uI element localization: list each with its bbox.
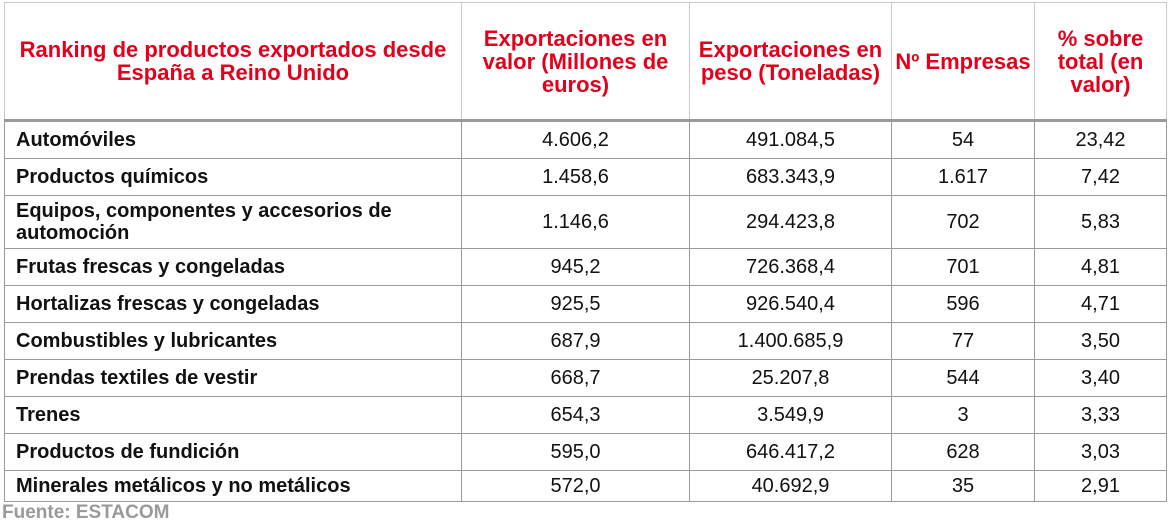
company-count: 1.617 xyxy=(891,158,1035,196)
export-value: 1.146,6 xyxy=(461,195,690,249)
company-count: 702 xyxy=(891,195,1035,249)
source-note: Fuente: ESTACOM xyxy=(2,502,170,523)
product-name: Productos de fundición xyxy=(4,433,462,471)
export-weight: 491.084,5 xyxy=(689,120,892,159)
company-count: 77 xyxy=(891,322,1035,360)
table-row: Equipos, componentes y accesorios de aut… xyxy=(4,195,1167,249)
export-weight: 726.368,4 xyxy=(689,248,892,286)
header-value: Exportaciones en valor (Millones de euro… xyxy=(461,2,690,121)
share-percent: 3,33 xyxy=(1034,396,1167,434)
table-row: Trenes 654,3 3.549,9 3 3,33 xyxy=(4,396,1167,434)
export-weight: 40.692,9 xyxy=(689,470,892,502)
share-percent: 3,40 xyxy=(1034,359,1167,397)
share-percent: 3,03 xyxy=(1034,433,1167,471)
table-row: Productos químicos 1.458,6 683.343,9 1.6… xyxy=(4,158,1167,196)
export-value: 4.606,2 xyxy=(461,120,690,159)
share-percent: 4,81 xyxy=(1034,248,1167,286)
company-count: 544 xyxy=(891,359,1035,397)
export-weight: 926.540,4 xyxy=(689,285,892,323)
export-value: 668,7 xyxy=(461,359,690,397)
company-count: 628 xyxy=(891,433,1035,471)
export-value: 572,0 xyxy=(461,470,690,502)
table-row: Minerales metálicos y no metálicos 572,0… xyxy=(4,470,1167,502)
product-name: Frutas frescas y congeladas xyxy=(4,248,462,286)
share-percent: 7,42 xyxy=(1034,158,1167,196)
table-row: Frutas frescas y congeladas 945,2 726.36… xyxy=(4,248,1167,286)
share-percent: 4,71 xyxy=(1034,285,1167,323)
share-percent: 23,42 xyxy=(1034,120,1167,159)
product-name: Combustibles y lubricantes xyxy=(4,322,462,360)
table-row: Hortalizas frescas y congeladas 925,5 92… xyxy=(4,285,1167,323)
export-weight: 294.423,8 xyxy=(689,195,892,249)
share-percent: 2,91 xyxy=(1034,470,1167,502)
company-count: 3 xyxy=(891,396,1035,434)
export-value: 687,9 xyxy=(461,322,690,360)
table-row: Productos de fundición 595,0 646.417,2 6… xyxy=(4,433,1167,471)
header-companies: Nº Empresas xyxy=(891,2,1035,121)
export-value: 595,0 xyxy=(461,433,690,471)
export-value: 654,3 xyxy=(461,396,690,434)
export-weight: 25.207,8 xyxy=(689,359,892,397)
export-weight: 1.400.685,9 xyxy=(689,322,892,360)
product-name: Productos químicos xyxy=(4,158,462,196)
product-name: Equipos, componentes y accesorios de aut… xyxy=(4,195,462,249)
product-name: Trenes xyxy=(4,396,462,434)
company-count: 54 xyxy=(891,120,1035,159)
export-ranking-table: Ranking de productos exportados desde Es… xyxy=(4,2,1167,502)
product-name: Prendas textiles de vestir xyxy=(4,359,462,397)
share-percent: 5,83 xyxy=(1034,195,1167,249)
export-value: 1.458,6 xyxy=(461,158,690,196)
export-ranking-table-wrapper: Ranking de productos exportados desde Es… xyxy=(4,2,1167,502)
header-percent: % sobre total (en valor) xyxy=(1034,2,1167,121)
header-weight: Exportaciones en peso (Toneladas) xyxy=(689,2,892,121)
company-count: 35 xyxy=(891,470,1035,502)
export-weight: 3.549,9 xyxy=(689,396,892,434)
export-weight: 683.343,9 xyxy=(689,158,892,196)
export-weight: 646.417,2 xyxy=(689,433,892,471)
table-row: Combustibles y lubricantes 687,9 1.400.6… xyxy=(4,322,1167,360)
table-row: Automóviles 4.606,2 491.084,5 54 23,42 xyxy=(4,120,1167,159)
table-header-row: Ranking de productos exportados desde Es… xyxy=(4,2,1167,121)
product-name: Minerales metálicos y no metálicos xyxy=(4,470,462,502)
product-name: Automóviles xyxy=(4,120,462,159)
table-row: Prendas textiles de vestir 668,7 25.207,… xyxy=(4,359,1167,397)
export-value: 925,5 xyxy=(461,285,690,323)
share-percent: 3,50 xyxy=(1034,322,1167,360)
product-name: Hortalizas frescas y congeladas xyxy=(4,285,462,323)
header-ranking: Ranking de productos exportados desde Es… xyxy=(4,2,462,121)
company-count: 596 xyxy=(891,285,1035,323)
export-value: 945,2 xyxy=(461,248,690,286)
company-count: 701 xyxy=(891,248,1035,286)
